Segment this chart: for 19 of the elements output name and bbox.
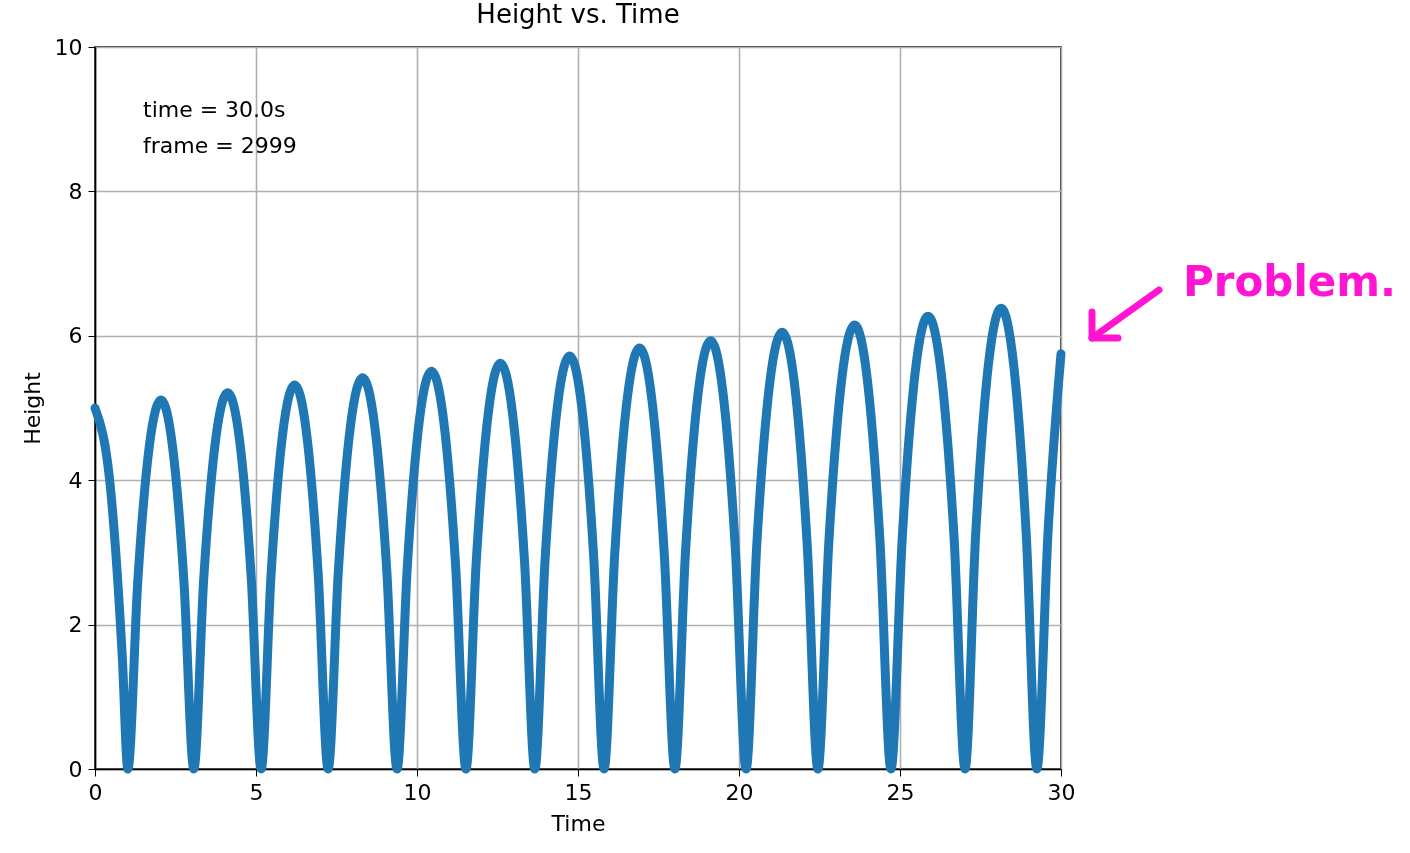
x-tick-label: 0 bbox=[88, 779, 103, 805]
x-tick-label: 15 bbox=[564, 779, 593, 805]
chart-title: Height vs. Time bbox=[476, 0, 680, 29]
text: Problem. bbox=[1183, 257, 1397, 306]
y-tick-label: 6 bbox=[68, 323, 83, 349]
y-tick-label: 0 bbox=[68, 756, 83, 782]
x-tick-label: 25 bbox=[886, 779, 915, 805]
y-tick-label: 4 bbox=[68, 467, 83, 493]
x-tick-label: 5 bbox=[249, 779, 264, 805]
x-tick-label: 10 bbox=[403, 779, 432, 805]
x-tick-label: 30 bbox=[1047, 779, 1076, 805]
annotation: frame = 2999 bbox=[143, 133, 297, 158]
x-axis-title: Time bbox=[550, 810, 606, 836]
x-tick-label: 20 bbox=[725, 779, 754, 805]
annotation: time = 30.0s bbox=[143, 97, 286, 122]
y-axis-title: Height bbox=[19, 371, 45, 445]
y-tick-label: 8 bbox=[68, 178, 83, 204]
y-tick-label: 10 bbox=[54, 34, 83, 60]
y-tick-label: 2 bbox=[68, 612, 83, 638]
